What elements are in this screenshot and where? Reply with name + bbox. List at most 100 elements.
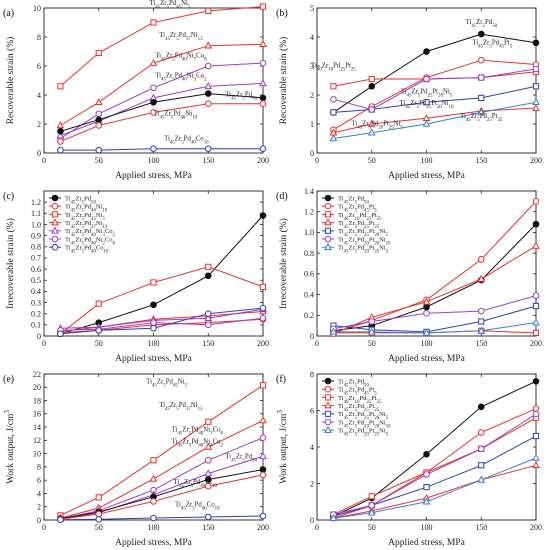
data-point: [532, 65, 540, 73]
x-tick-label: 0: [42, 339, 46, 348]
y-tick-label: 12: [33, 436, 41, 445]
data-point: [423, 309, 430, 317]
data-point: [330, 109, 337, 116]
series-b-6: [329, 98, 540, 142]
series-annotation: Ti45Zr5Pd37Ni13: [159, 32, 203, 42]
legend-label: Ti45Zr5Pd50: [338, 195, 369, 205]
legend-marker: [324, 202, 332, 210]
series-line: [333, 305, 537, 333]
y-tick-label: 0.3: [31, 298, 41, 307]
data-point: [95, 516, 103, 523]
data-point: [150, 84, 157, 92]
panel-label: (e): [3, 374, 14, 385]
series-e-6: [57, 512, 267, 523]
data-point: [259, 416, 267, 424]
data-point: [204, 100, 212, 107]
legend-marker: [324, 394, 332, 401]
data-point: [368, 502, 376, 509]
data-point: [422, 328, 431, 336]
data-point: [150, 109, 157, 116]
y-tick-label: 0.9: [31, 231, 41, 240]
x-tick-label: 50: [368, 339, 376, 348]
data-point: [94, 98, 103, 106]
data-point: [422, 297, 431, 305]
data-point: [204, 272, 212, 280]
data-point: [150, 324, 157, 332]
series-line: [60, 6, 264, 87]
data-point: [368, 106, 376, 113]
data-point: [423, 303, 430, 311]
series-f-4: [330, 432, 540, 520]
x-tick-label: 0: [315, 339, 319, 348]
data-point: [150, 301, 157, 309]
y-tick-label: 6: [37, 476, 41, 485]
y-tick-label: 0: [37, 149, 41, 158]
x-tick-label: 150: [475, 523, 487, 532]
panel-label: (f): [276, 374, 286, 385]
y-tick-label: 1.1: [31, 209, 41, 218]
x-tick-label: 100: [148, 523, 160, 532]
series-b-4: [330, 65, 540, 113]
data-point: [204, 90, 212, 97]
data-point: [205, 263, 212, 270]
data-point: [368, 318, 376, 325]
y-tick-label: 0: [37, 332, 41, 341]
data-point: [95, 494, 102, 501]
data-point: [477, 30, 485, 38]
x-tick-label: 150: [475, 156, 487, 165]
series-annotation: Ti45Zr5Pd40Ni3Co2: [172, 439, 224, 449]
series-line: [333, 295, 537, 330]
x-tick-label: 50: [95, 523, 103, 532]
data-point: [423, 75, 430, 83]
series-line: [60, 455, 264, 520]
series-d-5: [330, 292, 540, 333]
legend: Ti45Zr5Pd50Ti45Zr5Pd40Ni10Ti45Zr5Pd45Ni5…: [49, 194, 116, 255]
legend-label: Ti45Zr5Pd40Co10: [65, 245, 109, 255]
chart-panel-b: 0 50 100 150 200 0 1 2 3 4 5 Applied stress, MPa Rec…: [276, 4, 542, 181]
panel-label: (b): [276, 8, 288, 19]
data-point: [532, 378, 540, 385]
data-point: [95, 146, 103, 154]
data-point: [204, 41, 213, 49]
legend-marker: [51, 202, 59, 210]
data-point: [259, 59, 267, 67]
x-tick-label: 50: [95, 156, 103, 165]
data-point: [477, 326, 486, 334]
data-point: [259, 512, 267, 520]
data-point: [150, 98, 157, 106]
data-point: [259, 314, 267, 322]
x-axis-label: Applied stress, MPa: [115, 354, 193, 364]
x-tick-label: 150: [475, 339, 487, 348]
legend-marker: [51, 218, 59, 226]
data-point: [57, 330, 64, 338]
data-point: [150, 19, 157, 26]
data-point: [204, 469, 213, 477]
data-point: [423, 471, 430, 478]
data-point: [478, 94, 485, 102]
series-line: [333, 464, 537, 519]
data-point: [532, 220, 540, 228]
legend-marker: [324, 227, 332, 234]
series-line: [333, 245, 537, 335]
data-point: [204, 62, 212, 70]
y-tick-label: 1.4: [304, 187, 314, 196]
legend-marker: [324, 235, 332, 243]
y-tick-label: 0.8: [31, 243, 41, 252]
series-line: [60, 420, 264, 519]
series-annotation: Ti45Zr5Pd50: [225, 453, 257, 463]
x-tick-label: 200: [257, 156, 269, 165]
data-point: [259, 434, 267, 442]
data-point: [477, 429, 485, 436]
x-axis-label: Applied stress, MPa: [115, 171, 193, 181]
series-d-6: [329, 318, 540, 336]
data-point: [259, 3, 267, 10]
y-axis-label: Recoverable strain (%): [278, 37, 289, 125]
series-annotation: Ti45Zr5Pd45Pt5: [472, 39, 512, 49]
legend: Ti45Zr5Pd50Ti45Zr5Pd45Pt5Ti40Zr10Pd25Pt2…: [322, 194, 391, 254]
legend-label: Ti45Zr5Pd45Ni5: [65, 212, 105, 222]
y-tick-label: 4: [310, 33, 314, 42]
x-tick-label: 50: [95, 339, 103, 348]
data-point: [204, 513, 212, 521]
data-point: [330, 96, 337, 103]
series-line: [60, 148, 263, 151]
